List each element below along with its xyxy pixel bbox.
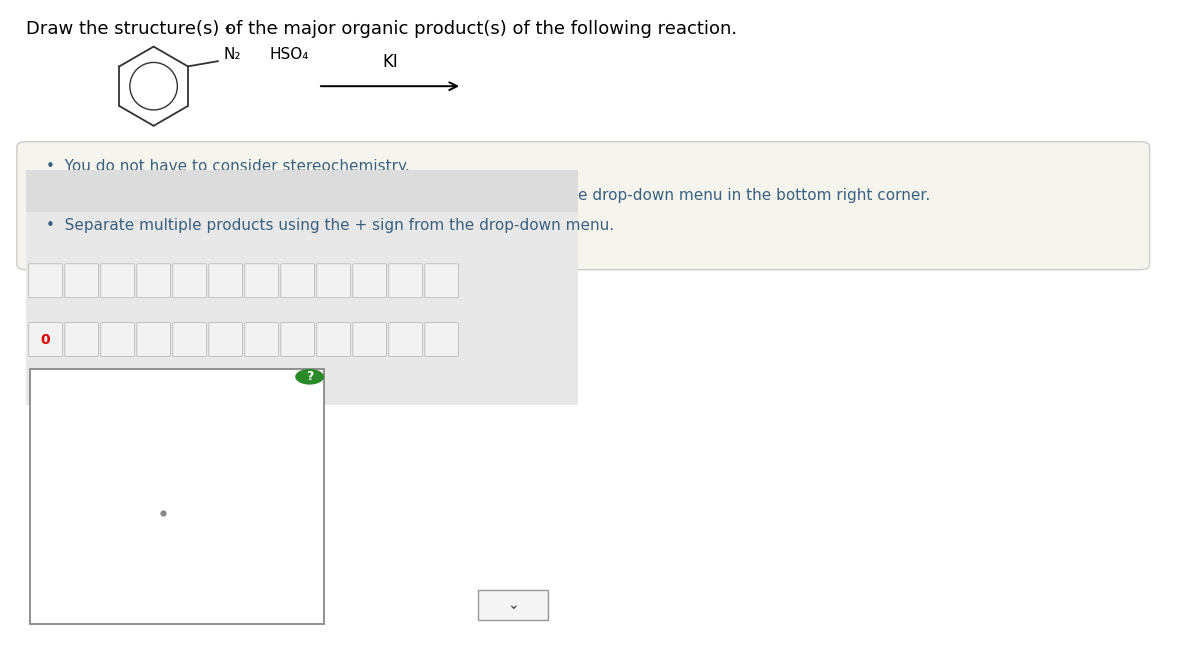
Bar	[30, 369, 324, 624]
Text: KI: KI	[382, 52, 398, 71]
FancyBboxPatch shape	[209, 323, 242, 357]
FancyBboxPatch shape	[65, 264, 98, 298]
Circle shape	[295, 369, 324, 385]
FancyBboxPatch shape	[173, 264, 206, 298]
Text: ?: ?	[306, 370, 313, 383]
FancyBboxPatch shape	[137, 264, 170, 298]
FancyBboxPatch shape	[281, 323, 314, 357]
Text: N₂: N₂	[224, 47, 241, 62]
Bar	[26, 170, 578, 212]
FancyBboxPatch shape	[29, 264, 62, 298]
Text: Draw the structure(s) of the major organic product(s) of the following reaction.: Draw the structure(s) of the major organ…	[26, 20, 738, 38]
FancyBboxPatch shape	[29, 323, 62, 357]
FancyBboxPatch shape	[389, 323, 422, 357]
FancyBboxPatch shape	[425, 264, 458, 298]
FancyBboxPatch shape	[317, 264, 350, 298]
FancyBboxPatch shape	[425, 323, 458, 357]
Text: −: −	[270, 24, 278, 34]
FancyBboxPatch shape	[281, 264, 314, 298]
Bar	[26, 170, 578, 405]
FancyBboxPatch shape	[65, 323, 98, 357]
FancyBboxPatch shape	[137, 323, 170, 357]
FancyBboxPatch shape	[245, 264, 278, 298]
FancyBboxPatch shape	[101, 323, 134, 357]
Text: HSO₄: HSO₄	[270, 47, 308, 62]
FancyBboxPatch shape	[317, 323, 350, 357]
Text: •  You do not have to consider stereochemistry.: • You do not have to consider stereochem…	[46, 159, 409, 174]
Text: ⌄: ⌄	[508, 598, 518, 613]
Text: ChemDoodle®: ChemDoodle®	[223, 605, 316, 618]
Text: •  Separate multiple products using the + sign from the drop-down menu.: • Separate multiple products using the +…	[46, 218, 613, 232]
FancyBboxPatch shape	[101, 264, 134, 298]
FancyBboxPatch shape	[173, 323, 206, 357]
FancyBboxPatch shape	[17, 142, 1150, 270]
FancyBboxPatch shape	[209, 264, 242, 298]
FancyBboxPatch shape	[478, 590, 548, 620]
Text: +: +	[224, 24, 233, 34]
FancyBboxPatch shape	[353, 323, 386, 357]
Text: •  Draw one structure per sketcher. Add additional sketchers using the drop-down: • Draw one structure per sketcher. Add a…	[46, 189, 930, 203]
FancyBboxPatch shape	[353, 264, 386, 298]
Text: 0: 0	[41, 332, 50, 347]
FancyBboxPatch shape	[389, 264, 422, 298]
FancyBboxPatch shape	[245, 323, 278, 357]
